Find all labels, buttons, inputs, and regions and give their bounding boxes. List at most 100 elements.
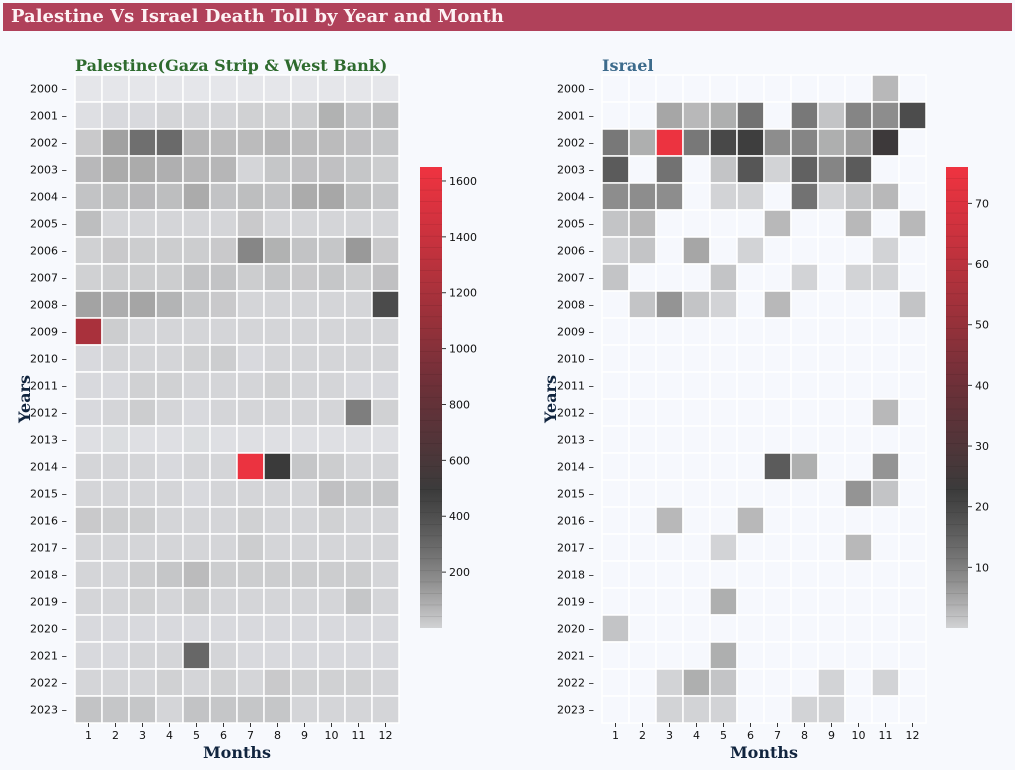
israel-y-tick-2018: 2018 – (557, 569, 594, 582)
israel-cell-2012-1 (601, 398, 630, 427)
palestine-cell-2022-10 (317, 668, 346, 697)
palestine-cell-2000-9 (290, 74, 319, 103)
israel-cell-2002-3 (655, 128, 684, 157)
palestine-cell-2006-12 (371, 236, 400, 265)
palestine-y-tick-2008: 2008 – (30, 299, 67, 312)
israel-cell-2022-8 (790, 668, 819, 697)
palestine-cell-2016-2 (101, 506, 130, 535)
israel-cell-2004-8 (790, 182, 819, 211)
israel-cell-2020-11 (871, 614, 900, 643)
palestine-cell-2008-4 (155, 290, 184, 319)
israel-cell-2000-3 (655, 74, 684, 103)
palestine-cell-2004-4 (155, 182, 184, 211)
palestine-cell-2022-12 (371, 668, 400, 697)
palestine-y-tick-2000: 2000 – (30, 83, 67, 96)
palestine-cell-2012-10 (317, 398, 346, 427)
israel-cell-2002-4 (682, 128, 711, 157)
israel-cell-2002-5 (709, 128, 738, 157)
palestine-cell-2003-11 (344, 155, 373, 184)
palestine-cell-2014-5 (182, 452, 211, 481)
palestine-x-tick-8: 8 (274, 729, 281, 742)
palestine-cell-2014-4 (155, 452, 184, 481)
israel-x-axis-label: Months (730, 743, 798, 762)
palestine-cell-2021-12 (371, 641, 400, 670)
israel-cell-2021-2 (628, 641, 657, 670)
israel-cell-2007-4 (682, 263, 711, 292)
israel-cell-2020-5 (709, 614, 738, 643)
palestine-cell-2012-2 (101, 398, 130, 427)
palestine-cell-2013-12 (371, 425, 400, 454)
palestine-y-tick-2017: 2017 – (30, 542, 67, 555)
israel-cell-2009-5 (709, 317, 738, 346)
israel-cell-2003-4 (682, 155, 711, 184)
israel-cell-2000-9 (817, 74, 846, 103)
israel-cell-2008-9 (817, 290, 846, 319)
palestine-cell-2002-8 (263, 128, 292, 157)
palestine-cell-2023-10 (317, 695, 346, 724)
israel-cell-2020-2 (628, 614, 657, 643)
israel-cell-2005-11 (871, 209, 900, 238)
palestine-cell-2019-5 (182, 587, 211, 616)
palestine-cell-2012-9 (290, 398, 319, 427)
palestine-cell-2020-8 (263, 614, 292, 643)
palestine-cell-2000-2 (101, 74, 130, 103)
israel-cell-2011-6 (736, 371, 765, 400)
israel-cell-2021-8 (790, 641, 819, 670)
israel-cell-2011-2 (628, 371, 657, 400)
palestine-cell-2006-6 (209, 236, 238, 265)
israel-cell-2010-2 (628, 344, 657, 373)
palestine-cell-2012-6 (209, 398, 238, 427)
israel-x-tick-5: 5 (720, 729, 727, 742)
israel-cell-2019-3 (655, 587, 684, 616)
israel-cell-2023-9 (817, 695, 846, 724)
palestine-cell-2008-10 (317, 290, 346, 319)
palestine-cell-2004-1 (74, 182, 103, 211)
palestine-cell-2018-4 (155, 560, 184, 589)
israel-cell-2009-6 (736, 317, 765, 346)
palestine-cell-2007-6 (209, 263, 238, 292)
israel-colorbar (946, 167, 968, 628)
palestine-cell-2010-11 (344, 344, 373, 373)
palestine-x-tick-11: 11 (352, 729, 366, 742)
israel-y-tick-2016: 2016 – (557, 515, 594, 528)
israel-cell-2017-5 (709, 533, 738, 562)
israel-cell-2010-8 (790, 344, 819, 373)
israel-cell-2003-10 (844, 155, 873, 184)
palestine-cell-2014-6 (209, 452, 238, 481)
palestine-cell-2008-1 (74, 290, 103, 319)
palestine-cell-2009-10 (317, 317, 346, 346)
israel-cell-2011-10 (844, 371, 873, 400)
israel-cell-2003-3 (655, 155, 684, 184)
israel-cell-2014-10 (844, 452, 873, 481)
palestine-cell-2011-11 (344, 371, 373, 400)
palestine-cell-2002-3 (128, 128, 157, 157)
israel-cell-2023-7 (763, 695, 792, 724)
israel-cell-2008-11 (871, 290, 900, 319)
palestine-cell-2011-3 (128, 371, 157, 400)
israel-cell-2023-1 (601, 695, 630, 724)
israel-y-tick-2013: 2013 – (557, 434, 594, 447)
israel-x-tick-7: 7 (774, 729, 781, 742)
israel-cell-2002-7 (763, 128, 792, 157)
israel-cell-2013-8 (790, 425, 819, 454)
israel-cell-2001-3 (655, 101, 684, 130)
israel-x-tick-1: 1 (612, 729, 619, 742)
israel-cell-2013-3 (655, 425, 684, 454)
palestine-cell-2023-9 (290, 695, 319, 724)
israel-x-tick-4: 4 (693, 729, 700, 742)
israel-cell-2004-7 (763, 182, 792, 211)
palestine-cell-2022-6 (209, 668, 238, 697)
israel-cell-2016-2 (628, 506, 657, 535)
israel-cell-2008-7 (763, 290, 792, 319)
israel-cell-2012-8 (790, 398, 819, 427)
israel-y-tick-2022: 2022 – (557, 677, 594, 690)
palestine-cell-2017-9 (290, 533, 319, 562)
palestine-cell-2007-3 (128, 263, 157, 292)
palestine-cell-2003-6 (209, 155, 238, 184)
israel-cell-2000-5 (709, 74, 738, 103)
israel-cell-2018-2 (628, 560, 657, 589)
israel-cell-2002-8 (790, 128, 819, 157)
palestine-cell-2015-1 (74, 479, 103, 508)
palestine-cell-2010-9 (290, 344, 319, 373)
palestine-cell-2014-8 (263, 452, 292, 481)
